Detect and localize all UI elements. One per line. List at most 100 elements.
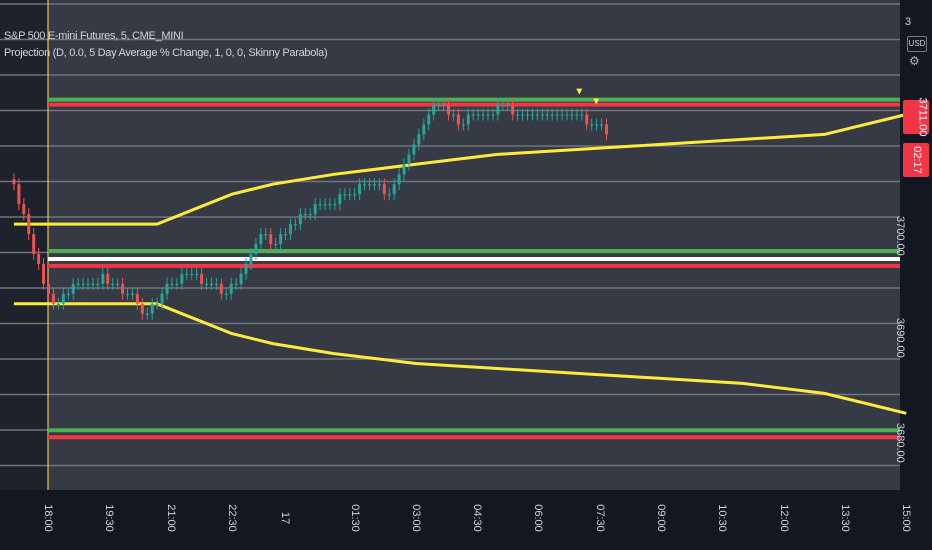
candle-body <box>535 114 539 116</box>
candle-body <box>214 283 218 286</box>
candle-body <box>456 114 460 125</box>
bar-countdown-label: 02:17 <box>910 146 923 174</box>
candle-body <box>486 114 490 116</box>
bar-countdown-tag: 02:17 <box>903 143 929 177</box>
candle-body <box>47 283 51 294</box>
candle-body <box>491 114 495 116</box>
candle-body <box>382 184 386 195</box>
x-tick-label: 09:00 <box>654 504 667 532</box>
candle-body <box>81 283 85 286</box>
candle-body <box>353 194 357 196</box>
candle-body <box>308 214 312 216</box>
candle-body <box>175 283 179 286</box>
candle-body <box>338 194 342 205</box>
candle-body <box>402 164 406 175</box>
x-tick-label: 07:30 <box>593 504 606 532</box>
candle-body <box>205 283 209 286</box>
candle-body <box>274 244 278 246</box>
candle-body <box>446 104 450 115</box>
candle-body <box>545 114 549 116</box>
candle-body <box>422 124 426 135</box>
candle-body <box>284 234 288 236</box>
candle-body <box>135 293 139 304</box>
candle-body <box>333 204 337 206</box>
plot-area <box>0 0 900 490</box>
time-scale-panel <box>0 490 932 550</box>
candle-body <box>412 144 416 155</box>
symbol-title[interactable]: S&P 500 E-mini Futures, 5, CME_MINI <box>4 30 184 42</box>
signal-marker <box>593 98 600 105</box>
gear-icon[interactable]: ⚙ <box>909 54 920 68</box>
candle-body <box>150 303 154 314</box>
candle-body <box>427 114 431 125</box>
candle-body <box>501 104 505 106</box>
candle-body <box>540 114 544 116</box>
candle-body <box>71 283 75 294</box>
candle-body <box>111 283 115 286</box>
candle-body <box>165 283 169 294</box>
candle-body <box>42 263 46 284</box>
candle-body <box>209 283 213 286</box>
candle-body <box>219 283 223 294</box>
candle-body <box>140 303 144 314</box>
candle-body <box>442 104 446 106</box>
x-tick-label: 03:00 <box>409 504 422 532</box>
x-tick-label: 18:00 <box>41 504 54 532</box>
candle-body <box>76 283 80 286</box>
x-tick-label: 13:30 <box>838 504 851 532</box>
candle-body <box>328 204 332 206</box>
candle-body <box>372 184 376 186</box>
candle-body <box>367 184 371 186</box>
x-tick-label: 19:30 <box>103 504 116 532</box>
candle-body <box>476 114 480 116</box>
x-tick-label: 15:00 <box>899 504 912 532</box>
candle-body <box>12 179 16 185</box>
candle-body <box>565 114 569 116</box>
candle-body <box>323 204 327 206</box>
candle-body <box>195 273 199 276</box>
candle-body <box>600 124 604 126</box>
candle-body <box>234 283 238 286</box>
candle-body <box>471 114 475 116</box>
x-tick-label: 06:00 <box>532 504 545 532</box>
candle-body <box>239 273 243 284</box>
candle-body <box>170 283 174 286</box>
candle-body <box>437 104 441 106</box>
candle-body <box>590 124 594 126</box>
candle-body <box>605 124 609 135</box>
currency-button[interactable]: USD <box>907 36 927 52</box>
candle-body <box>27 214 31 235</box>
candle-body <box>106 273 110 284</box>
candle-body <box>32 234 36 254</box>
candle-body <box>318 204 322 206</box>
price-scale-panel <box>900 0 932 550</box>
x-tick-label: 12:00 <box>777 504 790 532</box>
candle-body <box>37 253 41 264</box>
y-tick-label: 3680.00 <box>894 423 906 463</box>
candle-body <box>130 293 134 295</box>
candle-body <box>126 293 130 295</box>
candle-body <box>160 293 164 304</box>
candle-body <box>180 273 184 284</box>
candle-body <box>580 114 584 116</box>
x-tick-label: 21:00 <box>164 504 177 532</box>
candle-body <box>298 214 302 225</box>
indicator-title[interactable]: Projection (D, 0.0, 5 Day Average % Chan… <box>4 47 328 59</box>
projection-lower-line <box>13 302 907 415</box>
candle-body <box>481 114 485 116</box>
candle-body <box>392 184 396 195</box>
candle-body <box>511 104 515 115</box>
last-price-label: 3711.00 <box>916 97 929 137</box>
candle-body <box>451 114 455 116</box>
candle-body <box>121 283 125 294</box>
candle-body <box>521 114 525 116</box>
candle-body <box>279 234 283 244</box>
candle-body <box>17 184 21 205</box>
y-tick-label: 3690.00 <box>894 318 906 358</box>
candle-body <box>407 154 411 165</box>
candle-body <box>313 204 317 215</box>
candle-body <box>155 303 159 305</box>
candle-body <box>116 283 120 286</box>
